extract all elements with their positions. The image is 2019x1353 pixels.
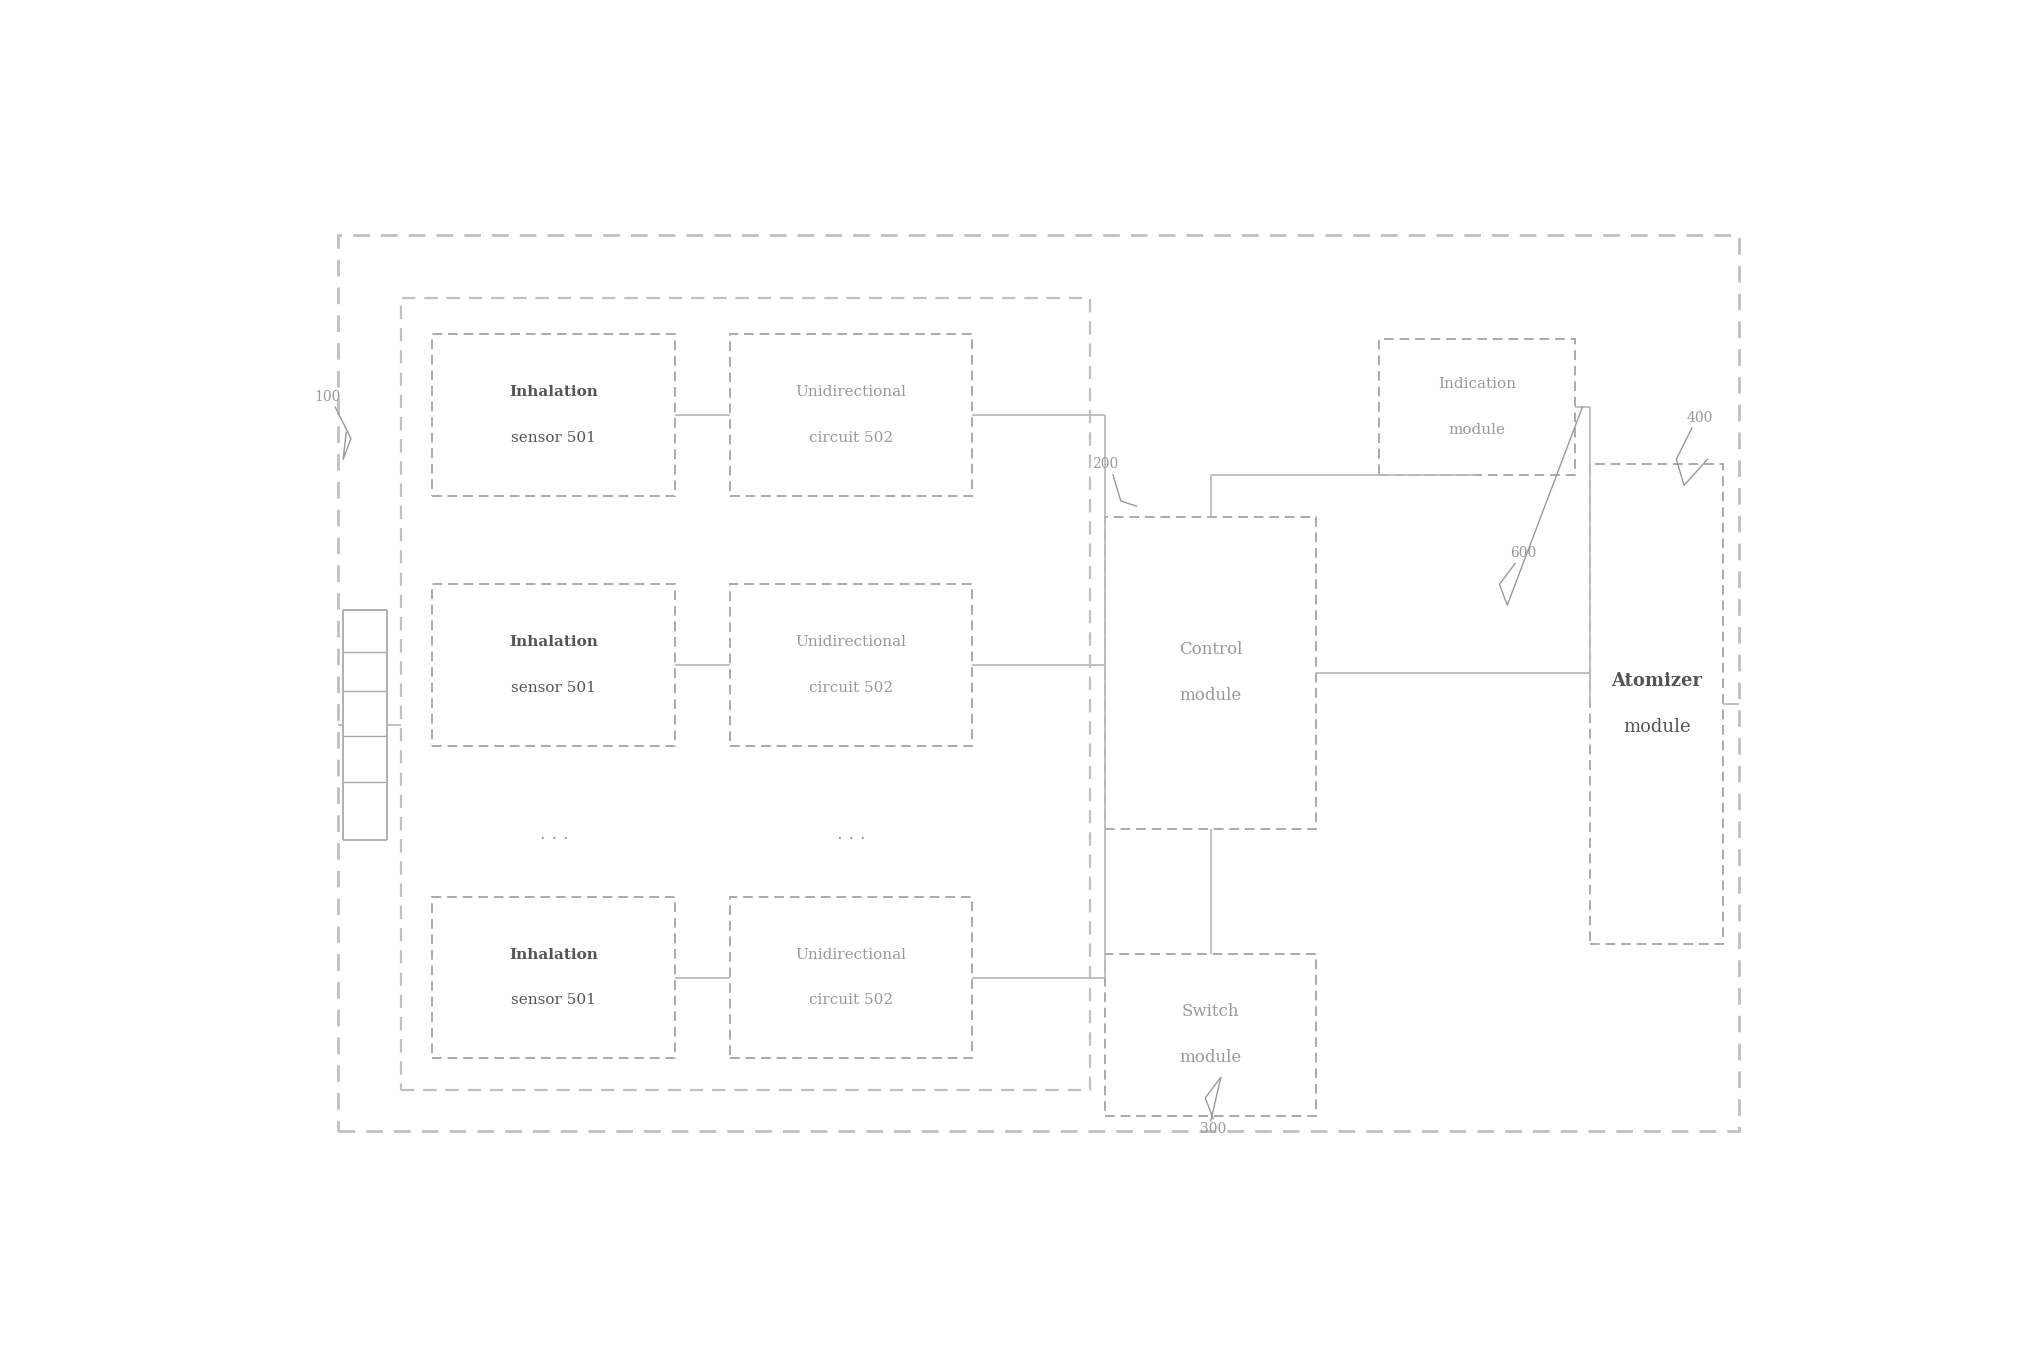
- Text: 100: 100: [315, 390, 341, 403]
- Text: circuit 502: circuit 502: [810, 681, 892, 695]
- Text: Unidirectional: Unidirectional: [795, 947, 907, 962]
- Text: module: module: [1179, 1050, 1242, 1066]
- Text: module: module: [1179, 687, 1242, 705]
- FancyBboxPatch shape: [1379, 340, 1575, 475]
- Text: module: module: [1448, 423, 1506, 437]
- Text: module: module: [1623, 718, 1690, 736]
- Text: 300: 300: [1199, 1122, 1226, 1137]
- FancyBboxPatch shape: [402, 298, 1090, 1089]
- FancyBboxPatch shape: [729, 334, 973, 495]
- Text: 200: 200: [1092, 457, 1119, 471]
- Text: Inhalation: Inhalation: [509, 947, 598, 962]
- Text: 400: 400: [1686, 410, 1712, 425]
- Text: sensor 501: sensor 501: [511, 993, 596, 1008]
- Text: Control: Control: [1179, 641, 1242, 659]
- Text: Unidirectional: Unidirectional: [795, 635, 907, 649]
- Text: circuit 502: circuit 502: [810, 430, 892, 445]
- Text: Atomizer: Atomizer: [1611, 672, 1702, 690]
- FancyBboxPatch shape: [339, 235, 1738, 1131]
- Text: circuit 502: circuit 502: [810, 993, 892, 1008]
- FancyBboxPatch shape: [1104, 517, 1316, 829]
- Text: . . .: . . .: [539, 825, 569, 843]
- FancyBboxPatch shape: [432, 897, 674, 1058]
- Text: 600: 600: [1510, 547, 1536, 560]
- Text: Inhalation: Inhalation: [509, 635, 598, 649]
- Text: Indication: Indication: [1438, 377, 1516, 391]
- Text: sensor 501: sensor 501: [511, 430, 596, 445]
- FancyBboxPatch shape: [432, 584, 674, 746]
- Text: Inhalation: Inhalation: [509, 386, 598, 399]
- Text: Unidirectional: Unidirectional: [795, 386, 907, 399]
- Text: . . .: . . .: [838, 825, 866, 843]
- FancyBboxPatch shape: [432, 334, 674, 495]
- Text: Switch: Switch: [1181, 1004, 1240, 1020]
- FancyBboxPatch shape: [729, 897, 973, 1058]
- FancyBboxPatch shape: [1591, 464, 1722, 944]
- Text: sensor 501: sensor 501: [511, 681, 596, 695]
- FancyBboxPatch shape: [729, 584, 973, 746]
- FancyBboxPatch shape: [1104, 954, 1316, 1116]
